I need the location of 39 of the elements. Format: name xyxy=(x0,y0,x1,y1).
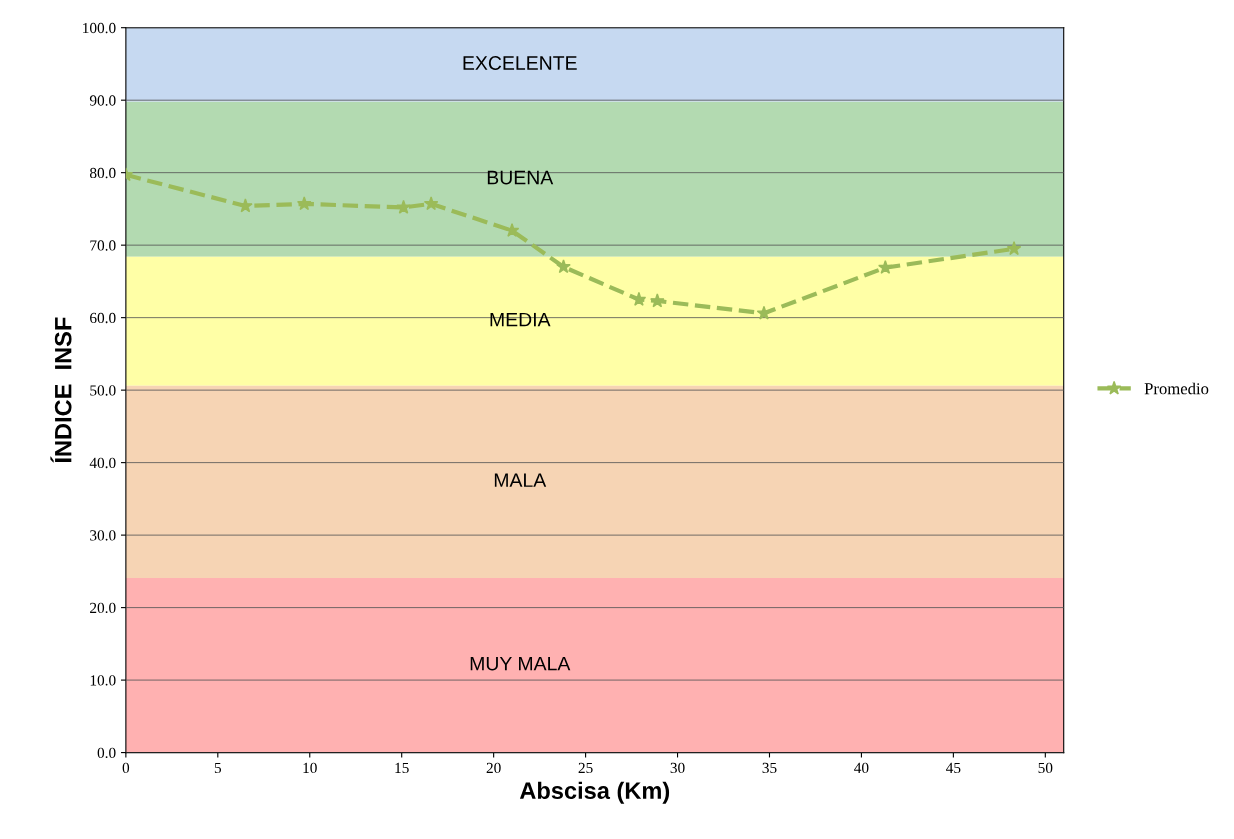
x-tick-label: 5 xyxy=(214,762,222,774)
y-tick-label: 80.0 xyxy=(89,167,116,179)
x-tick-label: 25 xyxy=(578,762,593,774)
y-tick-label: 0.0 xyxy=(97,747,116,759)
x-tick-label: 40 xyxy=(854,762,869,774)
y-tick-label: 20.0 xyxy=(90,602,116,614)
point xyxy=(878,259,893,274)
band-label: MALA xyxy=(494,473,547,487)
x-tick-label: 10 xyxy=(303,762,317,774)
x-tick-label: 35 xyxy=(762,762,777,774)
band-label: EXCELENTE xyxy=(463,56,577,70)
x-tick-label: 50 xyxy=(1038,762,1053,774)
band-label: MUY MALA xyxy=(470,656,571,671)
point xyxy=(1006,241,1022,256)
x-tick-label: 15 xyxy=(395,762,409,774)
y-tick-label: 60.0 xyxy=(90,312,116,324)
x-tick-label: 30 xyxy=(670,762,685,774)
x-axis-title: Abscisa (Km) xyxy=(519,781,670,804)
x-tick-label: 45 xyxy=(946,762,961,774)
point xyxy=(396,199,411,214)
point xyxy=(238,198,253,213)
x-tick-label: 0 xyxy=(122,762,130,774)
y-axis-title: ÍNDICE INSF xyxy=(50,317,72,463)
y-tick-label: 10.0 xyxy=(90,675,116,686)
y-tick-label: 30.0 xyxy=(90,530,116,541)
y-tick-label: 50.0 xyxy=(90,385,116,396)
y-tick-label: 90.0 xyxy=(89,95,116,106)
y-tick-label: 40.0 xyxy=(89,457,116,469)
y-tick-label: 70.0 xyxy=(90,240,116,251)
x-tick-label: 20 xyxy=(486,762,501,774)
point xyxy=(650,293,665,308)
y-tick-label: 100.0 xyxy=(83,22,116,34)
point xyxy=(296,196,312,211)
band-label: MEDIA xyxy=(490,312,551,327)
legend-label: Promedio xyxy=(1144,382,1209,395)
point xyxy=(556,259,571,274)
point xyxy=(423,196,439,211)
band-label: BUENA xyxy=(487,170,554,185)
point xyxy=(631,291,647,306)
